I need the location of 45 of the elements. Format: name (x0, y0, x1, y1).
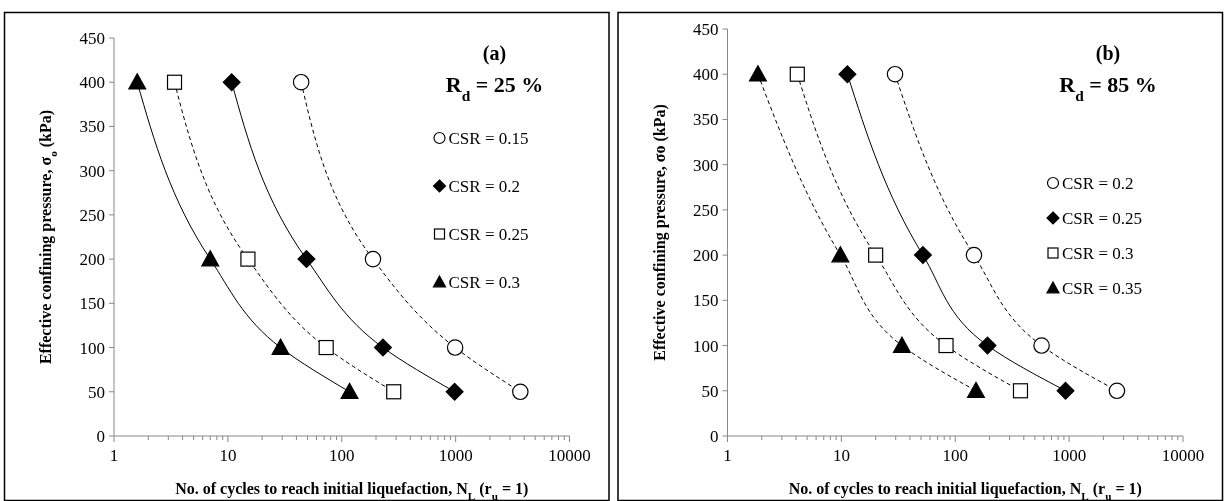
legend-label: CSR = 0.35 (1062, 279, 1142, 298)
x-tick-label: 1000 (1052, 446, 1087, 465)
text: R$_{d}$ = 25 % (445, 72, 544, 104)
x-tick-label: 10 (219, 446, 237, 465)
legend-label: CSR = 0.3 (448, 273, 520, 292)
legend-label: CSR = 0.25 (1062, 209, 1142, 228)
legend-label: CSR = 0.15 (448, 129, 529, 148)
chart-title: (a) (482, 42, 507, 65)
y-tick-label: 400 (693, 65, 719, 85)
legend-label: CSR = 0.3 (1062, 244, 1134, 263)
text: R$_{d}$ = 85 % (1059, 72, 1157, 104)
y-tick-label: 250 (79, 205, 105, 225)
y-tick-label: 50 (88, 382, 105, 402)
y-tick-label: 350 (79, 117, 105, 137)
x-tick-label: 10000 (548, 446, 591, 465)
y-tick-label: 0 (96, 427, 105, 446)
x-tick-label: 1000 (438, 446, 473, 465)
legend-label: CSR = 0.2 (1062, 174, 1134, 193)
x-axis-title: No. of cycles to reach initial liquefaction, N$_{L}$ (r$_{u}$ = 1) (175, 480, 529, 501)
x-tick-label: 10 (832, 446, 850, 465)
y-tick-label: 350 (693, 110, 719, 130)
y-tick-label: 100 (79, 338, 105, 358)
x-tick-label: 10000 (1161, 446, 1205, 465)
y-tick-label: 0 (710, 427, 719, 446)
text: (b) (1095, 42, 1121, 65)
x-tick-label: 100 (942, 446, 968, 465)
y-axis-title: Effective confining pressure, σo (kPa) (650, 104, 669, 361)
y-tick-label: 150 (79, 294, 105, 314)
y-tick-label: 250 (693, 200, 719, 220)
legend-label: CSR = 0.2 (448, 177, 520, 196)
y-tick-label: 150 (693, 291, 719, 311)
x-tick-label: 100 (329, 446, 355, 465)
x-axis-title: No. of cycles to reach initial liquefaction, N$_{L}$ (r$_{u}$ = 1) (788, 480, 1142, 501)
x-tick-label: 1 (723, 446, 732, 465)
y-tick-label: 200 (79, 250, 105, 270)
y-tick-label: 450 (79, 29, 105, 48)
y-tick-label: 100 (693, 336, 719, 356)
y-tick-label: 300 (79, 161, 105, 181)
y-tick-label: 450 (693, 20, 719, 39)
y-tick-label: 200 (693, 246, 719, 266)
y-tick-label: 300 (693, 155, 719, 175)
y-tick-label: 50 (701, 381, 719, 401)
y-tick-label: 400 (79, 73, 105, 93)
legend-label: CSR = 0.25 (448, 225, 529, 244)
x-tick-label: 1 (109, 446, 119, 465)
